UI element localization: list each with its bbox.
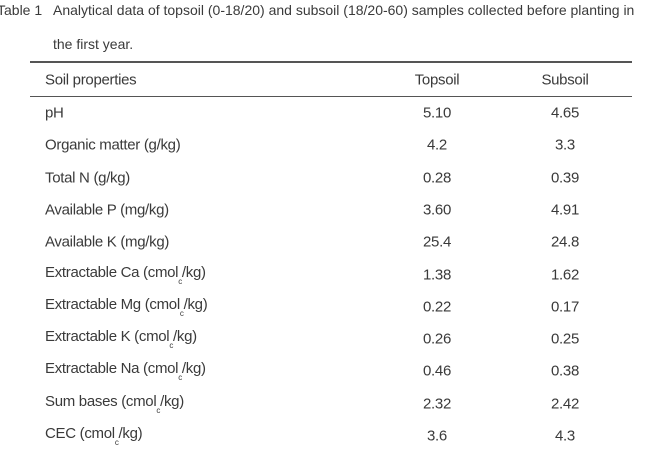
- value-cell: 24.8: [551, 233, 579, 251]
- value-cell: 4.3: [555, 427, 575, 445]
- property-text: /kg): [181, 263, 206, 281]
- property-cell: Extractable Ca (cmolc/kg): [45, 264, 206, 286]
- subscript: c: [178, 373, 182, 383]
- property-text: Available P (mg/kg): [45, 201, 169, 219]
- property-text: Extractable K (cmol: [45, 328, 170, 346]
- top-rule: [30, 61, 632, 63]
- property-cell: CEC (cmolc/kg): [45, 425, 143, 447]
- property-text: Extractable Ca (cmol: [45, 263, 179, 281]
- column-header: Subsoil: [541, 71, 589, 89]
- property-cell: Total N (g/kg): [45, 169, 130, 186]
- value-cell: 4.2: [427, 136, 447, 154]
- subscript: c: [169, 341, 174, 351]
- value-cell: 5.10: [423, 104, 451, 122]
- subscript: c: [156, 405, 161, 415]
- property-text: Total N (g/kg): [45, 169, 130, 187]
- value-cell: 1.62: [551, 266, 579, 283]
- property-text: Extractable Na (cmol: [45, 360, 179, 378]
- property-text: Sum bases (cmol: [45, 392, 157, 410]
- value-cell: 0.46: [423, 362, 451, 380]
- value-cell: 25.4: [423, 233, 451, 251]
- property-text: /kg): [173, 328, 197, 346]
- property-cell: Available K (mg/kg): [45, 234, 169, 251]
- value-cell: 3.6: [427, 427, 447, 445]
- property-text: /kg): [183, 295, 208, 313]
- value-cell: 0.22: [423, 298, 451, 316]
- subscript: c: [178, 276, 182, 286]
- property-text: /kg): [118, 425, 143, 442]
- caption-text: Analytical data of topsoil (0-18/20) and…: [53, 2, 635, 52]
- value-cell: 0.28: [423, 169, 451, 187]
- property-cell: Extractable Mg (cmolc/kg): [45, 295, 208, 318]
- property-cell: Organic matter (g/kg): [45, 136, 181, 154]
- property-text: pH: [45, 104, 64, 122]
- property-cell: Extractable K (cmolc/kg): [45, 328, 197, 350]
- value-cell: 0.38: [551, 362, 579, 380]
- property-text: /kg): [160, 392, 184, 410]
- header-rule: [30, 96, 632, 97]
- value-cell: 3.3: [555, 136, 575, 154]
- value-cell: 0.39: [551, 169, 579, 187]
- property-text: Extractable Mg (cmol: [45, 295, 180, 313]
- property-text: Available K (mg/kg): [45, 233, 170, 251]
- value-cell: 1.38: [423, 266, 451, 283]
- value-cell: 4.65: [551, 104, 579, 122]
- property-cell: Available P (mg/kg): [45, 201, 169, 218]
- value-cell: 3.60: [423, 201, 451, 219]
- subscript: c: [179, 308, 184, 318]
- property-text: CEC (cmol: [45, 425, 115, 442]
- column-header: Soil properties: [45, 71, 137, 89]
- caption: Table 1 Analytical data of topsoil (0-18…: [0, 0, 650, 61]
- value-cell: 0.17: [551, 298, 579, 316]
- property-text: Organic matter (g/kg): [45, 136, 181, 154]
- property-cell: Sum bases (cmolc/kg): [45, 393, 184, 415]
- value-cell: 0.25: [551, 330, 579, 348]
- caption-label: Table 1: [0, 2, 43, 18]
- column-header: Topsoil: [414, 71, 460, 89]
- property-cell: Extractable Na (cmolc/kg): [45, 360, 206, 382]
- property-text: /kg): [181, 360, 206, 378]
- value-cell: 4.91: [551, 201, 579, 219]
- property-cell: pH: [45, 105, 64, 122]
- subscript: c: [114, 438, 119, 447]
- value-cell: 0.26: [423, 330, 451, 348]
- value-cell: 2.42: [551, 395, 579, 413]
- value-cell: 2.32: [423, 395, 451, 413]
